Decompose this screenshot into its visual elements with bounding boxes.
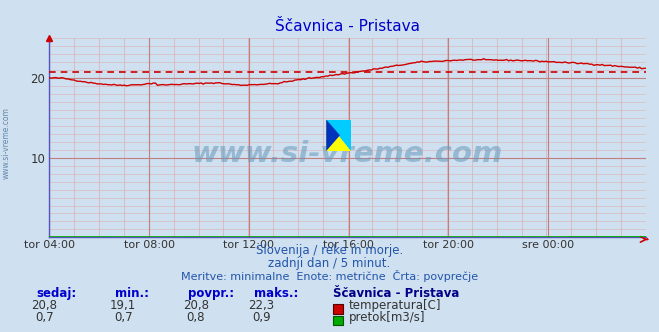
Text: 0,7: 0,7 [114, 311, 132, 324]
Polygon shape [326, 120, 340, 151]
Text: 20,8: 20,8 [183, 299, 209, 312]
Text: www.si-vreme.com: www.si-vreme.com [192, 140, 503, 168]
Text: povpr.:: povpr.: [188, 287, 234, 300]
Text: 0,9: 0,9 [252, 311, 271, 324]
Text: Meritve: minimalne  Enote: metrične  Črta: povprečje: Meritve: minimalne Enote: metrične Črta:… [181, 270, 478, 282]
Text: sedaj:: sedaj: [36, 287, 76, 300]
Text: maks.:: maks.: [254, 287, 298, 300]
Text: Ščavnica - Pristava: Ščavnica - Pristava [333, 287, 459, 300]
Text: 20,8: 20,8 [31, 299, 57, 312]
Text: temperatura[C]: temperatura[C] [349, 299, 441, 312]
Text: 19,1: 19,1 [110, 299, 136, 312]
Text: Slovenija / reke in morje.: Slovenija / reke in morje. [256, 244, 403, 257]
Text: 0,8: 0,8 [186, 311, 205, 324]
Text: www.si-vreme.com: www.si-vreme.com [2, 107, 11, 179]
Polygon shape [326, 120, 351, 151]
Text: 22,3: 22,3 [248, 299, 275, 312]
Polygon shape [326, 120, 351, 151]
Text: pretok[m3/s]: pretok[m3/s] [349, 311, 425, 324]
Title: Ščavnica - Pristava: Ščavnica - Pristava [275, 19, 420, 34]
Text: zadnji dan / 5 minut.: zadnji dan / 5 minut. [268, 257, 391, 270]
Text: 0,7: 0,7 [35, 311, 53, 324]
Text: min.:: min.: [115, 287, 150, 300]
